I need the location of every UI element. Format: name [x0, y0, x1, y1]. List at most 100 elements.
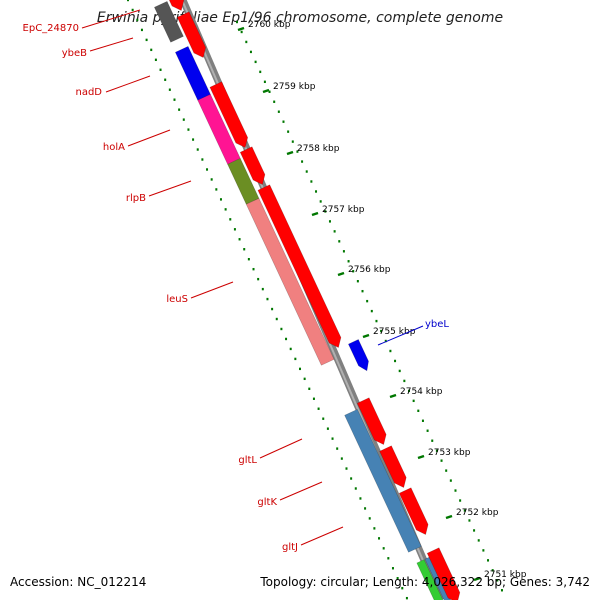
ruler-dot [245, 40, 248, 44]
ruler-dot [440, 459, 443, 462]
ruler-dot [277, 110, 280, 113]
gene-label-rlpB[interactable]: rlpB [126, 193, 146, 204]
inner-ruler-dot [159, 68, 162, 71]
gene-label-ybeB[interactable]: ybeB [62, 48, 87, 59]
ruler-dot [417, 409, 420, 413]
inner-ruler-dot [164, 78, 167, 81]
ruler-dot [263, 80, 266, 84]
inner-ruler-dot [210, 178, 213, 181]
label-leader-line [89, 37, 134, 52]
forward-gene [257, 184, 342, 348]
gene-label-holA[interactable]: holA [103, 142, 125, 153]
ruler-dot [287, 130, 290, 133]
gene-block-ybeL [348, 339, 369, 372]
inner-ruler-dot [150, 48, 153, 52]
forward-gene [176, 11, 207, 58]
ruler-dot [398, 369, 401, 373]
gene-label-gltL[interactable]: gltL [238, 455, 257, 466]
inner-ruler-dot [326, 427, 329, 430]
inner-ruler-dot [387, 557, 390, 560]
inner-ruler-dot [154, 58, 157, 62]
ruler-dot [487, 559, 490, 562]
scale-tick-label: 2754 kbp [400, 387, 443, 397]
inner-ruler-dot [233, 228, 236, 231]
ruler-dot [240, 30, 243, 34]
gene-label-ybeL[interactable]: ybeL [425, 319, 449, 330]
inner-ruler-dot [271, 307, 274, 311]
ruler-dot [491, 569, 494, 572]
inner-ruler-dot [145, 38, 148, 42]
ruler-dot [454, 489, 457, 492]
genome-summary-text: Topology: circular; Length: 4,026,322 bp… [260, 575, 590, 589]
label-leader-line [377, 325, 424, 346]
gene-block-epc-24870 [153, 0, 184, 43]
gene-label-EpC_24870[interactable]: EpC_24870 [23, 23, 79, 34]
gene-label-nadD[interactable]: nadD [75, 87, 102, 98]
forward-gene [398, 487, 429, 535]
inner-ruler-dot [382, 547, 385, 550]
inner-ruler-dot [391, 567, 394, 570]
inner-ruler-dot [303, 377, 306, 381]
scale-tick-mark [237, 26, 245, 32]
inner-ruler-dot [275, 317, 278, 321]
ruler-dot [291, 140, 294, 143]
ruler-dot [254, 60, 257, 64]
scale-tick-mark [337, 271, 345, 277]
scale-tick-mark [262, 88, 270, 94]
inner-ruler-dot [201, 158, 204, 161]
scale-tick-label: 2755 kbp [373, 327, 416, 337]
ruler-dot [370, 309, 373, 313]
ruler-dot [356, 280, 359, 283]
ruler-dot [477, 539, 480, 542]
scale-tick-mark [286, 150, 294, 156]
ruler-dot [310, 180, 313, 183]
forward-gene [356, 397, 387, 445]
gene-label-gltK[interactable]: gltK [257, 497, 277, 508]
ruler-dot [352, 270, 355, 273]
gene-label-gltJ[interactable]: gltJ [282, 542, 298, 553]
forward-gene [239, 146, 266, 185]
inner-ruler-dot [322, 417, 325, 420]
ruler-dot [482, 549, 485, 552]
ruler-dot [421, 419, 424, 422]
ruler-dot [500, 589, 503, 592]
label-leader-line [259, 438, 303, 459]
inner-ruler-dot [294, 357, 297, 361]
inner-ruler-dot [378, 537, 381, 540]
scale-tick-mark [362, 333, 370, 339]
ruler-dot [431, 439, 434, 442]
ruler-dot [268, 90, 271, 93]
ruler-dot [380, 329, 383, 333]
gene-label-leuS[interactable]: leuS [166, 294, 188, 305]
inner-ruler-dot [340, 457, 343, 460]
inner-ruler-dots [127, 0, 408, 600]
inner-ruler-dot [136, 18, 139, 22]
scale-tick-mark [311, 211, 319, 217]
inner-ruler-dot [168, 88, 171, 91]
ruler-dot [324, 210, 327, 213]
inner-ruler-dot [219, 198, 222, 201]
ruler-dot [403, 379, 406, 383]
label-leader-line [105, 75, 151, 93]
forward-gene [426, 547, 461, 600]
scale-tick-label: 2760 kbp [248, 20, 291, 30]
inner-ruler-dot [373, 527, 376, 530]
inner-ruler-dot [261, 287, 264, 291]
scale-tick-label: 2753 kbp [428, 448, 471, 458]
label-leader-line [190, 281, 234, 299]
ruler-dot [384, 339, 387, 343]
ruler-dot [259, 70, 262, 74]
scale-ruler-dots [236, 20, 503, 592]
inner-ruler-dot [215, 188, 218, 191]
inner-ruler-dot [331, 437, 334, 440]
scale-tick-mark [445, 514, 453, 520]
ruler-dot [236, 20, 238, 24]
inner-ruler-dot [196, 148, 199, 151]
gene-block-gltLKJ [344, 408, 422, 553]
scale-tick-label: 2758 kbp [297, 144, 340, 154]
inner-ruler-dot [350, 477, 353, 480]
inner-ruler-dot [405, 596, 408, 600]
ruler-dot [319, 200, 322, 203]
ruler-dot [459, 499, 462, 502]
